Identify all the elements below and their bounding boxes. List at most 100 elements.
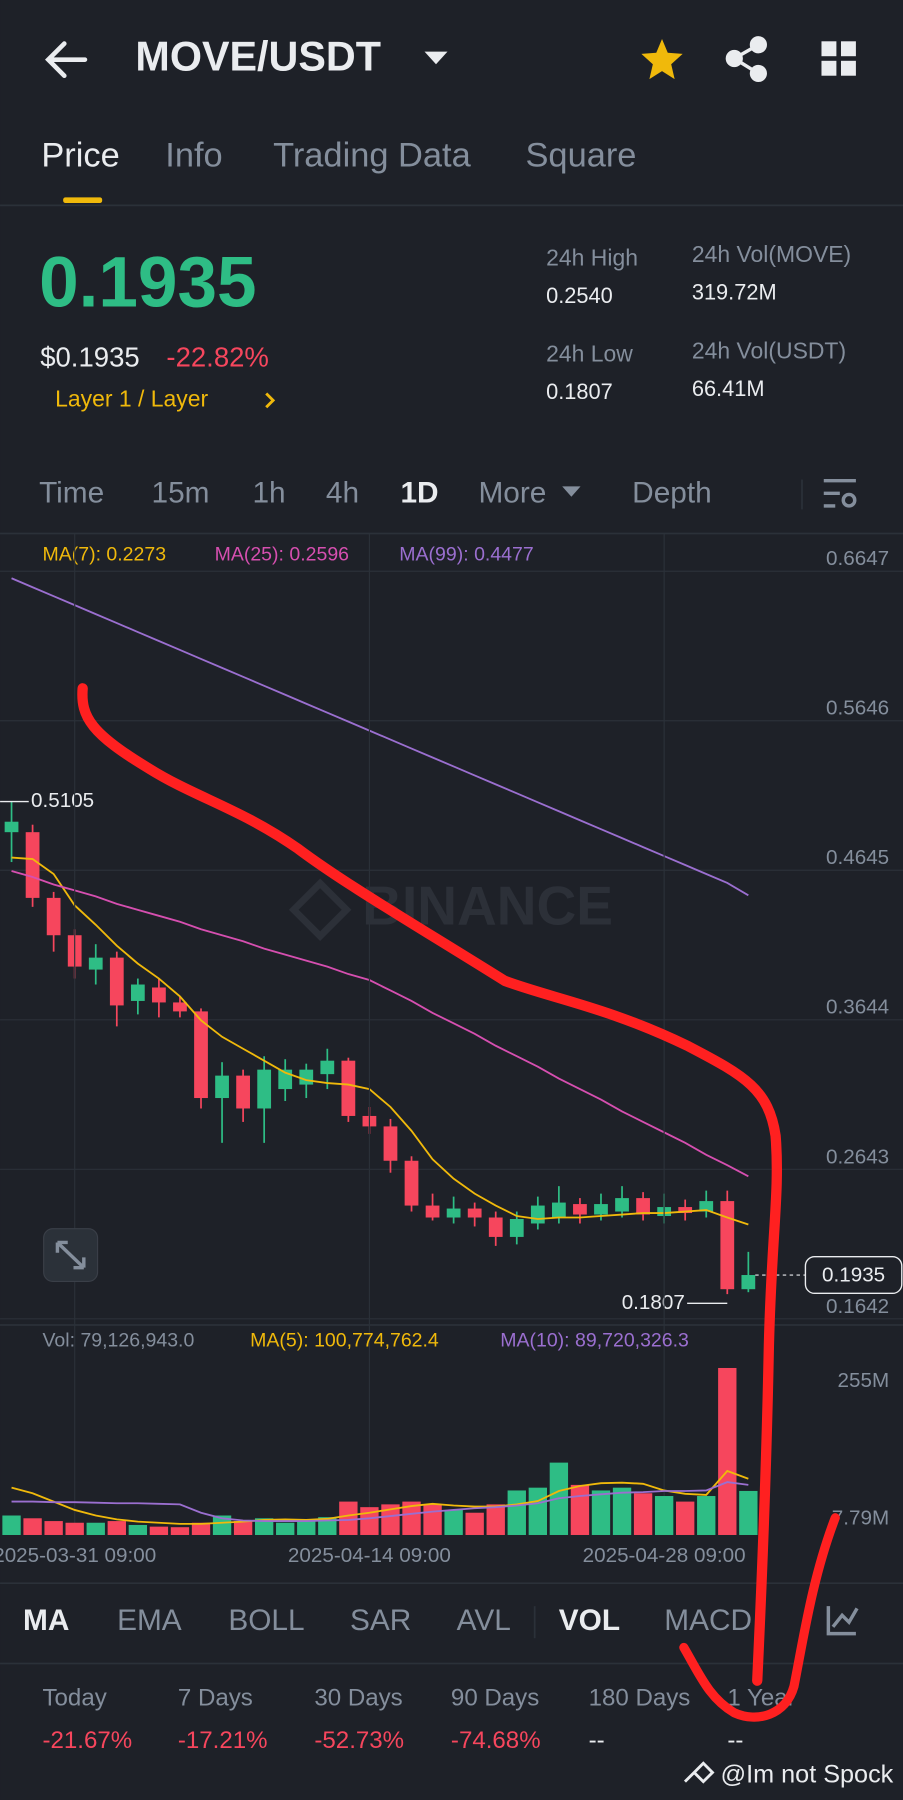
volume-bar (191, 1522, 211, 1535)
interval[interactable]: More (478, 476, 546, 509)
stat-label: 24h Low (546, 341, 633, 367)
volume-bar (697, 1496, 716, 1535)
stat-label: 24h Vol(USDT) (692, 337, 846, 363)
candle-body (530, 1205, 545, 1224)
tab[interactable]: Trading Data (273, 136, 471, 174)
volume-bar (128, 1524, 148, 1535)
indicator-settings[interactable] (826, 1606, 859, 1636)
indicator[interactable]: AVL (457, 1604, 511, 1637)
low-label: 0.1807 (622, 1291, 685, 1314)
interval[interactable]: 1h (252, 476, 285, 509)
usd-price: $0.1935 (40, 341, 139, 372)
stat-value: 66.41M (692, 376, 765, 401)
volume-bar (318, 1517, 337, 1535)
interval[interactable]: 4h (326, 476, 359, 509)
ma-line (11, 856, 749, 1226)
interval[interactable]: Depth (632, 476, 712, 509)
candle-body (320, 1060, 335, 1075)
y-tick-label: 0.2643 (826, 1145, 889, 1168)
volume-bar (107, 1521, 126, 1535)
candle-body (699, 1201, 714, 1212)
last-price-box (804, 1255, 903, 1295)
scribble-annotation (77, 683, 783, 1686)
volume-bar (465, 1512, 484, 1535)
volume-bar (570, 1484, 590, 1535)
x-tick-label: 2025-03-31 09:00 (0, 1544, 156, 1567)
candle-body (341, 1060, 356, 1116)
candle-body (488, 1217, 503, 1237)
candle-body (152, 987, 166, 1003)
stat-value: 0.1807 (546, 379, 613, 404)
share-button[interactable] (725, 36, 767, 83)
x-tick-label: 2025-04-28 09:00 (583, 1544, 746, 1567)
favorite-star[interactable] (641, 39, 683, 80)
candle-body (446, 1208, 461, 1218)
candle-body (509, 1219, 524, 1237)
grid-menu[interactable] (821, 41, 856, 76)
volume-bar (254, 1518, 274, 1535)
indicator[interactable]: MACD (664, 1604, 752, 1637)
watermark-text: BINANCE (362, 874, 613, 936)
candle-body (615, 1198, 629, 1212)
pair-dropdown[interactable] (424, 51, 448, 65)
candle-body (257, 1069, 272, 1109)
candle-body (678, 1207, 693, 1214)
candle-body (299, 1069, 314, 1085)
tab-indicator (63, 197, 103, 204)
volume-bar (633, 1493, 653, 1535)
tab[interactable]: Square (525, 136, 636, 174)
candle-body (741, 1275, 756, 1290)
tag-chevron[interactable] (265, 392, 276, 409)
more-dropdown[interactable] (562, 486, 581, 497)
pair-title[interactable]: MOVE/USDT (135, 34, 381, 80)
watermark: BINANCE (288, 874, 613, 942)
tab[interactable]: Info (165, 136, 222, 174)
indicator-selected[interactable]: VOL (559, 1604, 620, 1637)
credit: @Im not Spock (721, 1761, 894, 1789)
ma-line (11, 870, 749, 1178)
back-button[interactable] (45, 41, 88, 79)
volume-bar (402, 1501, 421, 1535)
stat-value: 0.2540 (546, 283, 613, 308)
candle-body (215, 1075, 229, 1099)
candle-body (130, 984, 145, 1001)
volume-bar (86, 1522, 105, 1535)
candle-body (109, 957, 124, 1006)
interval[interactable]: 15m (152, 476, 210, 509)
volume-bar (149, 1526, 169, 1535)
tab[interactable]: Price (41, 136, 119, 174)
indicator-selected[interactable]: MA (23, 1604, 69, 1637)
chart-settings[interactable] (823, 478, 857, 508)
indicator[interactable]: SAR (350, 1604, 411, 1637)
volume-bar (23, 1518, 42, 1535)
y-tick-label: 0.6647 (826, 547, 889, 570)
volume-bar (423, 1504, 442, 1535)
candle-body (194, 1011, 208, 1099)
volume-bar (507, 1490, 526, 1535)
stat-label: 24h High (546, 244, 638, 270)
expand-button[interactable] (43, 1228, 99, 1283)
perf-value: -- (589, 1727, 605, 1754)
legend-entry: MA(7): 0.2273 (43, 543, 167, 565)
interval[interactable]: Time (39, 476, 104, 509)
volume-bar (654, 1496, 674, 1535)
sector-tag[interactable]: Layer 1 / Layer (55, 385, 208, 411)
candle-body (46, 897, 61, 936)
volume-bar (381, 1504, 400, 1535)
volume-bar (612, 1487, 632, 1535)
perf-value: -- (727, 1727, 743, 1754)
volume-bar (339, 1501, 358, 1535)
interval-selected[interactable]: 1D (400, 476, 438, 509)
y-tick-label: 7.79M (832, 1507, 889, 1530)
indicator[interactable]: EMA (117, 1604, 182, 1637)
candle-body (551, 1202, 566, 1218)
ma-line (11, 1469, 749, 1525)
indicator[interactable]: BOLL (228, 1604, 304, 1637)
candle-body (383, 1126, 398, 1161)
candle-body (173, 1002, 187, 1012)
volume-title: Vol: 79,126,943.0 (43, 1329, 195, 1351)
candle-body (425, 1205, 440, 1218)
perf-value: -21.67% (43, 1727, 133, 1754)
perf-value: -74.68% (451, 1727, 541, 1754)
